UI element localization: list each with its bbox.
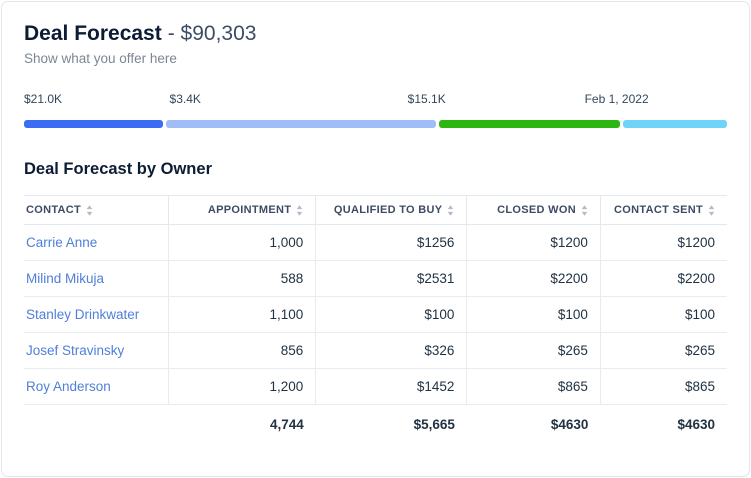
- contact-link[interactable]: Milind Mikuja: [26, 271, 105, 287]
- cell-appointment: 1,100: [168, 296, 317, 334]
- progress-bar: [24, 120, 727, 129]
- cell-qualified: $1452: [315, 368, 468, 406]
- progress-labels: $21.0K $3.4K $15.1K Feb 1, 2022: [24, 92, 727, 106]
- cell-appointment: 856: [168, 332, 317, 370]
- column-label: CLOSED WON: [497, 204, 576, 217]
- column-header-contact[interactable]: CONTACT: [24, 195, 169, 226]
- contact-link[interactable]: Roy Anderson: [26, 379, 111, 395]
- contact-link[interactable]: Stanley Drinkwater: [26, 307, 140, 323]
- progress-segment-1: [24, 120, 163, 129]
- cell-appointment: 1,000: [168, 224, 317, 262]
- column-header-qualified-to-buy[interactable]: QUALIFIED TO BUY: [315, 195, 468, 226]
- sort-icon: [86, 205, 93, 216]
- progress-label-text: Feb 1, 2022: [584, 92, 649, 107]
- section-title: Deal Forecast by Owner: [24, 160, 212, 179]
- cell-qualified: $2531: [315, 260, 468, 298]
- progress-label-date: Feb 1, 2022: [585, 92, 727, 106]
- cell-closed-won: $865: [466, 368, 601, 406]
- progress-segment-4: [622, 120, 727, 129]
- cell-appointment: 588: [168, 260, 317, 298]
- totals-row: 4,744 $5,665 $4630 $4630: [24, 405, 727, 445]
- page-title: Deal Forecast - $90,303: [24, 21, 727, 47]
- forecast-progress: $21.0K $3.4K $15.1K Feb 1, 2022: [24, 92, 727, 129]
- cell-qualified: $100: [315, 296, 468, 334]
- progress-label-qualified: $3.4K: [170, 92, 405, 106]
- cell-closed-won: $2200: [466, 260, 601, 298]
- progress-label-text: $3.4K: [169, 92, 201, 107]
- cell-closed-won: $1200: [466, 224, 601, 262]
- card-header: Deal Forecast - $90,303 Show what you off…: [24, 21, 727, 66]
- sort-icon: [447, 205, 454, 216]
- table-row: Josef Stravinsky 856 $326 $265 $265: [24, 332, 727, 370]
- cell-qualified: $326: [315, 332, 468, 370]
- progress-label-text: $15.1K: [407, 92, 446, 107]
- sort-icon: [581, 205, 588, 216]
- sort-icon: [296, 205, 303, 216]
- cell-contact-sent: $265: [600, 332, 727, 370]
- column-label: CONTACT: [26, 204, 82, 217]
- cell-contact-sent: $100: [600, 296, 727, 334]
- column-header-appointment[interactable]: APPOINTMENT: [168, 195, 317, 226]
- subtitle: Show what you offer here: [24, 51, 177, 67]
- forecast-table: CONTACT APPOINTMENT QUALIFIED TO BUY CLO…: [24, 195, 727, 444]
- column-header-contact-sent[interactable]: CONTACT SENT: [600, 195, 727, 226]
- cell-contact-sent: $1200: [600, 224, 727, 262]
- total-qualified: $5,665: [413, 417, 455, 433]
- sort-icon: [708, 205, 715, 216]
- progress-label-closed: $15.1K: [408, 92, 582, 106]
- table-row: Carrie Anne 1,000 $1256 $1200 $1200: [24, 224, 727, 262]
- table-header-row: CONTACT APPOINTMENT QUALIFIED TO BUY CLO…: [24, 195, 727, 226]
- column-label: APPOINTMENT: [207, 204, 292, 217]
- total-appointment: 4,744: [269, 417, 304, 433]
- column-label: QUALIFIED TO BUY: [333, 204, 443, 217]
- progress-segment-3: [439, 120, 620, 129]
- table-row: Stanley Drinkwater 1,100 $100 $100 $100: [24, 296, 727, 334]
- column-header-closed-won[interactable]: CLOSED WON: [466, 195, 601, 226]
- cell-closed-won: $100: [466, 296, 601, 334]
- progress-label-text: $21.0K: [24, 92, 63, 107]
- column-label: CONTACT SENT: [614, 204, 703, 217]
- total-contact-sent: $4630: [677, 417, 715, 433]
- cell-contact-sent: $865: [600, 368, 727, 406]
- progress-label-appointment: $21.0K: [24, 92, 167, 106]
- total-contact: [24, 405, 168, 445]
- contact-link[interactable]: Josef Stravinsky: [26, 343, 125, 359]
- cell-contact-sent: $2200: [600, 260, 727, 298]
- total-closed-won: $4630: [550, 417, 589, 433]
- contact-link[interactable]: Carrie Anne: [26, 235, 98, 251]
- cell-appointment: 1,200: [168, 368, 317, 406]
- progress-segment-2: [165, 120, 437, 129]
- cell-qualified: $1256: [315, 224, 468, 262]
- page-title-text: Deal Forecast: [24, 22, 162, 45]
- table-row: Milind Mikuja 588 $2531 $2200 $2200: [24, 260, 727, 298]
- total-amount: - $90,303: [167, 22, 257, 45]
- cell-closed-won: $265: [466, 332, 601, 370]
- table-row: Roy Anderson 1,200 $1452 $865 $865: [24, 368, 727, 406]
